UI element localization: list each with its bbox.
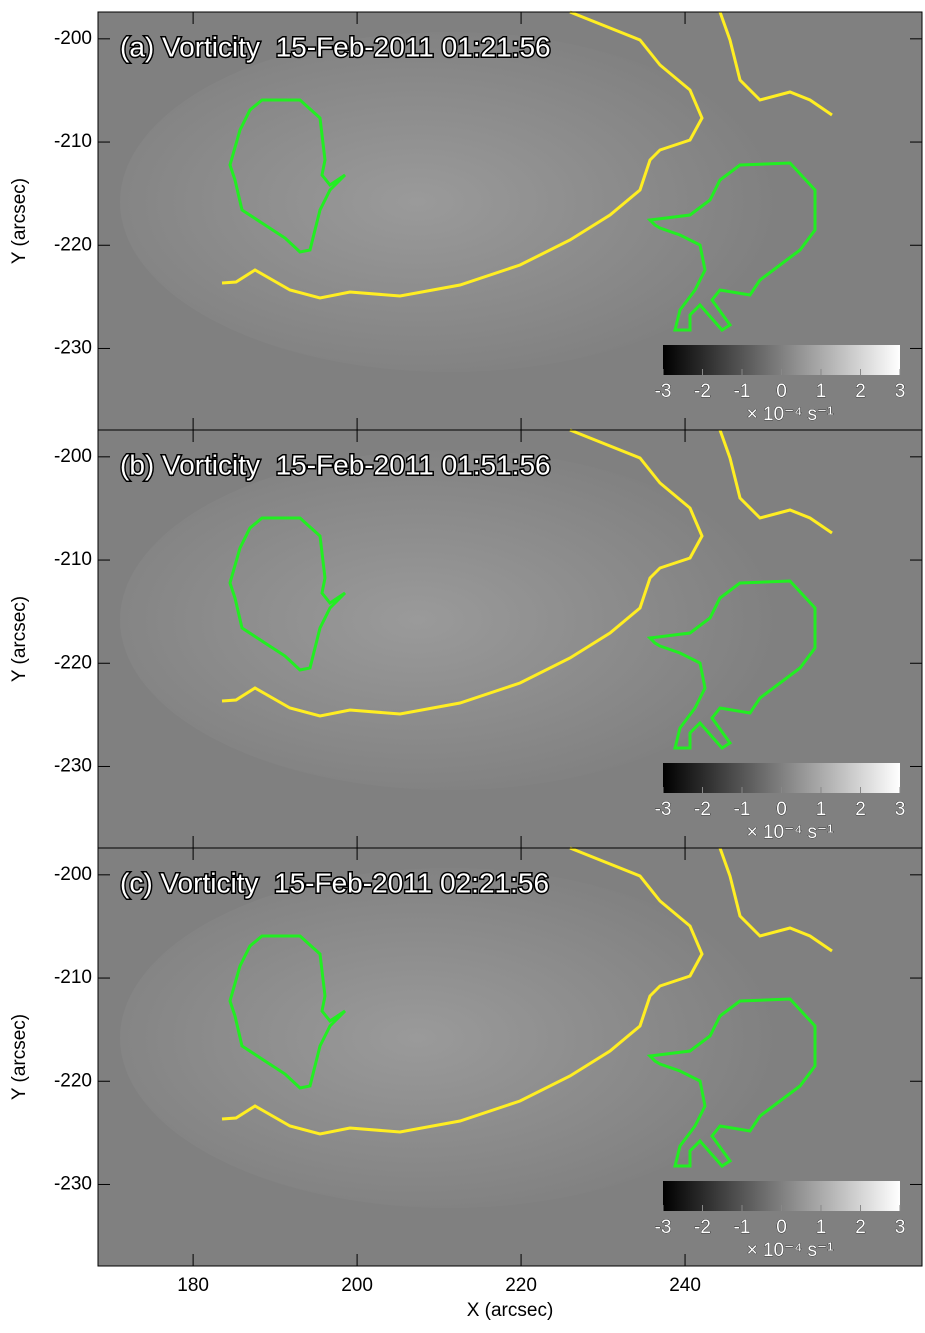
- x-tick-label: 240: [669, 1275, 701, 1296]
- x-tick-label: 220: [505, 1275, 537, 1296]
- y-tick-label: -230: [54, 755, 92, 776]
- colorbar-tick-label: -2: [694, 799, 711, 820]
- y-tick-label: -200: [54, 28, 92, 49]
- x-axis-label: X (arcsec): [467, 1300, 554, 1321]
- colorbar-tick-label: -1: [734, 1217, 751, 1238]
- y-tick-label: -200: [54, 446, 92, 467]
- frame: [97, 847, 923, 1267]
- y-axis-label: Y (arcsec): [9, 178, 30, 264]
- colorbar-label: × 10⁻⁴ s⁻¹: [747, 404, 834, 425]
- x-tick-label: 180: [177, 1275, 209, 1296]
- colorbar-label: × 10⁻⁴ s⁻¹: [747, 1240, 834, 1261]
- colorbar-tick-label: -1: [734, 799, 751, 820]
- colorbar-tick-label: -2: [694, 381, 711, 402]
- y-tick-label: -220: [54, 234, 92, 255]
- y-tick-label: -210: [54, 967, 92, 988]
- colorbar-tick-label: 3: [895, 1217, 906, 1238]
- panel-title: (a) Vorticity 15-Feb-2011 01:21:56: [120, 31, 551, 62]
- colorbar-label: × 10⁻⁴ s⁻¹: [747, 822, 834, 843]
- colorbar-tick-label: -3: [655, 381, 672, 402]
- colorbar-tick-label: 1: [816, 381, 827, 402]
- y-axis-label: Y (arcsec): [9, 596, 30, 682]
- x-tick-label: 200: [341, 1275, 373, 1296]
- colorbar-tick-label: 1: [816, 799, 827, 820]
- y-tick-label: -220: [54, 1070, 92, 1091]
- colorbar-tick-label: -3: [655, 799, 672, 820]
- y-tick-label: -220: [54, 652, 92, 673]
- colorbar-tick-label: 3: [895, 381, 906, 402]
- y-tick-label: -210: [54, 131, 92, 152]
- y-axis-label: Y (arcsec): [9, 1014, 30, 1100]
- colorbar-tick-label: 2: [855, 799, 866, 820]
- colorbar-tick-label: 0: [776, 799, 787, 820]
- colorbar-tick-label: 3: [895, 799, 906, 820]
- colorbar-tick-label: 0: [776, 1217, 787, 1238]
- colorbar-tick-label: -1: [734, 381, 751, 402]
- y-tick-label: -200: [54, 864, 92, 885]
- colorbar-tick-label: 0: [776, 381, 787, 402]
- y-tick-label: -230: [54, 1173, 92, 1194]
- colorbar-tick-label: -3: [655, 1217, 672, 1238]
- colorbar-tick-label: 1: [816, 1217, 827, 1238]
- colorbar-tick-label: 2: [855, 381, 866, 402]
- y-tick-label: -230: [54, 337, 92, 358]
- y-tick-label: -210: [54, 549, 92, 570]
- panel-title: (c) Vorticity 15-Feb-2011 02:21:56: [120, 867, 549, 898]
- colorbar-tick-label: 2: [855, 1217, 866, 1238]
- panel-title: (b) Vorticity 15-Feb-2011 01:51:56: [120, 449, 551, 480]
- colorbar-tick-label: -2: [694, 1217, 711, 1238]
